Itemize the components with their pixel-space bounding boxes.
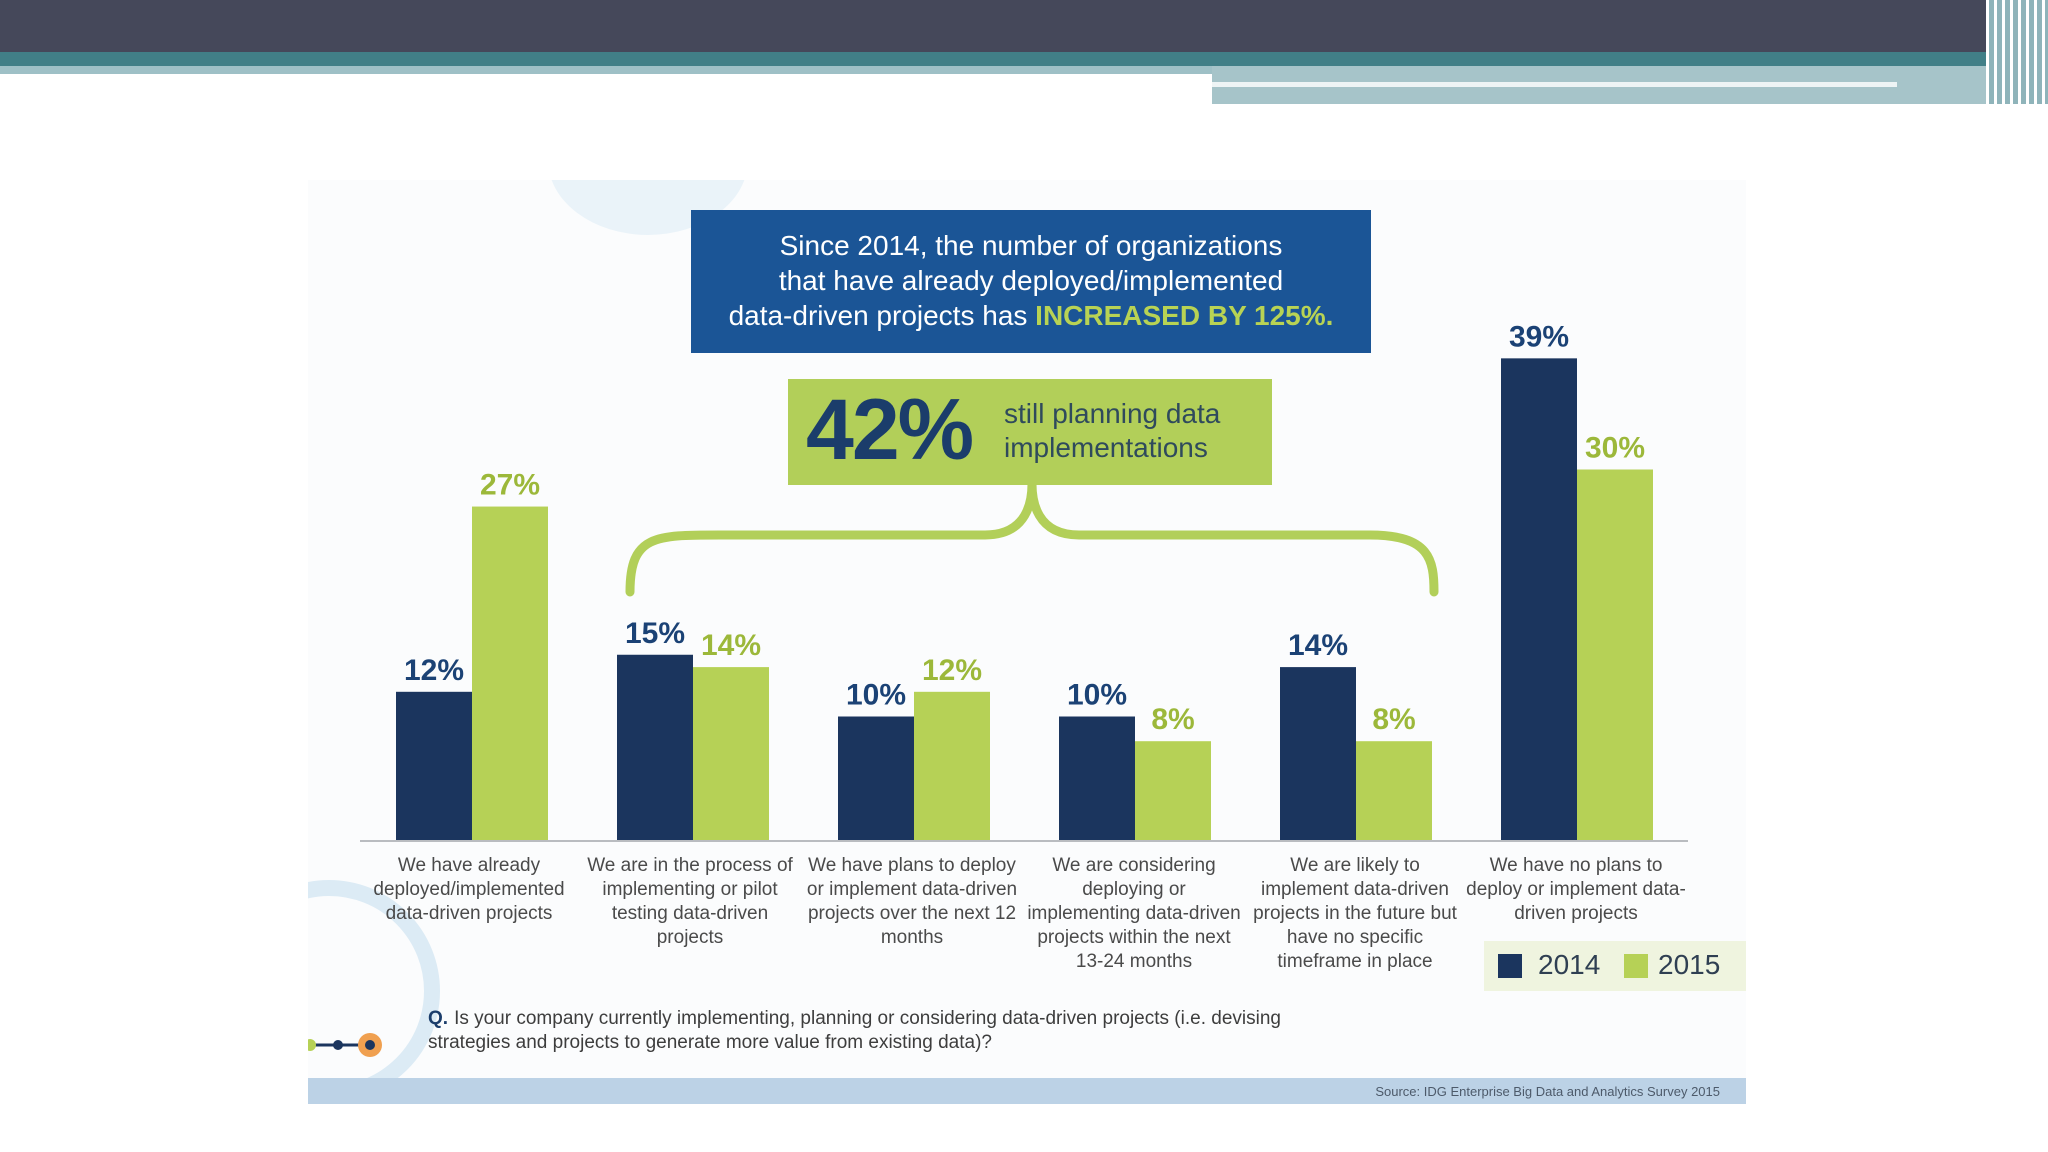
bar-2014-4 — [1280, 667, 1356, 840]
legend-label-2014: 2014 — [1538, 949, 1601, 980]
category-label: We have no plans to deploy or implement … — [1466, 855, 1686, 924]
slide-top-bar — [0, 0, 2048, 52]
legend-label-2015: 2015 — [1658, 949, 1721, 980]
headline-line-1: Since 2014, the number of organizations — [779, 230, 1283, 261]
category-label: We are in the process of implementing or… — [587, 855, 793, 948]
bar-2014-5 — [1501, 358, 1577, 840]
chart-legend: 2014 2015 — [1484, 941, 1746, 991]
bar-2015-5 — [1577, 469, 1653, 840]
bar-2014-1 — [617, 654, 693, 840]
value-label-2014-0: 12% — [404, 654, 464, 687]
slide-accent-bar-light — [0, 66, 1212, 74]
dot-green — [308, 1039, 316, 1051]
slide-accent-line — [1212, 82, 1897, 87]
bar-2014-0 — [396, 691, 472, 840]
value-label-2015-2: 12% — [922, 654, 982, 687]
value-label-2015-5: 30% — [1585, 432, 1645, 465]
bar-2015-4 — [1356, 741, 1432, 840]
headline-emphasis: INCREASED BY 125%. — [1035, 300, 1334, 331]
bar-2015-1 — [693, 667, 769, 840]
bar-2015-0 — [472, 506, 548, 840]
category-label: We have already deployed/implemented dat… — [373, 855, 565, 924]
bar-2014-2 — [838, 716, 914, 840]
bar-2014-3 — [1059, 716, 1135, 840]
dot-navy — [333, 1040, 343, 1050]
slide-accent-bar — [0, 52, 2048, 66]
bar-2015-2 — [914, 691, 990, 840]
value-label-2015-4: 8% — [1372, 703, 1415, 736]
slide-corner-stripes — [1986, 0, 2048, 104]
value-label-2015-1: 14% — [701, 629, 761, 662]
value-label-2014-4: 14% — [1288, 629, 1348, 662]
source-bar: Source: IDG Enterprise Big Data and Anal… — [308, 1078, 1746, 1104]
value-label-2014-5: 39% — [1509, 320, 1569, 353]
category-label: We are considering deploying or implemen… — [1027, 855, 1241, 972]
headline-line-3: data-driven projects has INCREASED BY 12… — [691, 298, 1371, 333]
value-label-2014-2: 10% — [846, 679, 906, 712]
dot-orange-center — [365, 1040, 375, 1050]
legend-swatch-2015 — [1624, 954, 1648, 978]
value-label-2014-3: 10% — [1067, 679, 1127, 712]
value-label-2014-1: 15% — [625, 617, 685, 650]
value-label-2015-3: 8% — [1151, 703, 1194, 736]
category-label: We have plans to deploy or implement dat… — [806, 855, 1018, 948]
callout-number: 42% — [806, 382, 974, 478]
legend-swatch-2014 — [1498, 954, 1522, 978]
category-label: We are likely to implement data-driven p… — [1253, 855, 1457, 972]
headline-line-3-prefix: data-driven projects has — [728, 300, 1036, 331]
survey-question: Q. Is your company currently implementing… — [428, 1007, 1288, 1055]
headline-line-2: that have already deployed/implemented — [778, 265, 1284, 296]
planning-bracket — [625, 483, 1439, 597]
headline-box: Since 2014, the number of organizations … — [691, 210, 1371, 353]
bar-2015-3 — [1135, 741, 1211, 840]
callout-text: still planning data implementations — [1004, 398, 1221, 463]
question-text: Is your company currently implementing, … — [428, 1008, 1281, 1053]
question-marker: Q. — [428, 1008, 449, 1029]
decorative-dots — [308, 1033, 382, 1057]
source-text: Source: IDG Enterprise Big Data and Anal… — [1375, 1084, 1720, 1099]
planning-callout: 42% still planning data implementations — [788, 379, 1272, 485]
value-label-2015-0: 27% — [480, 469, 540, 502]
